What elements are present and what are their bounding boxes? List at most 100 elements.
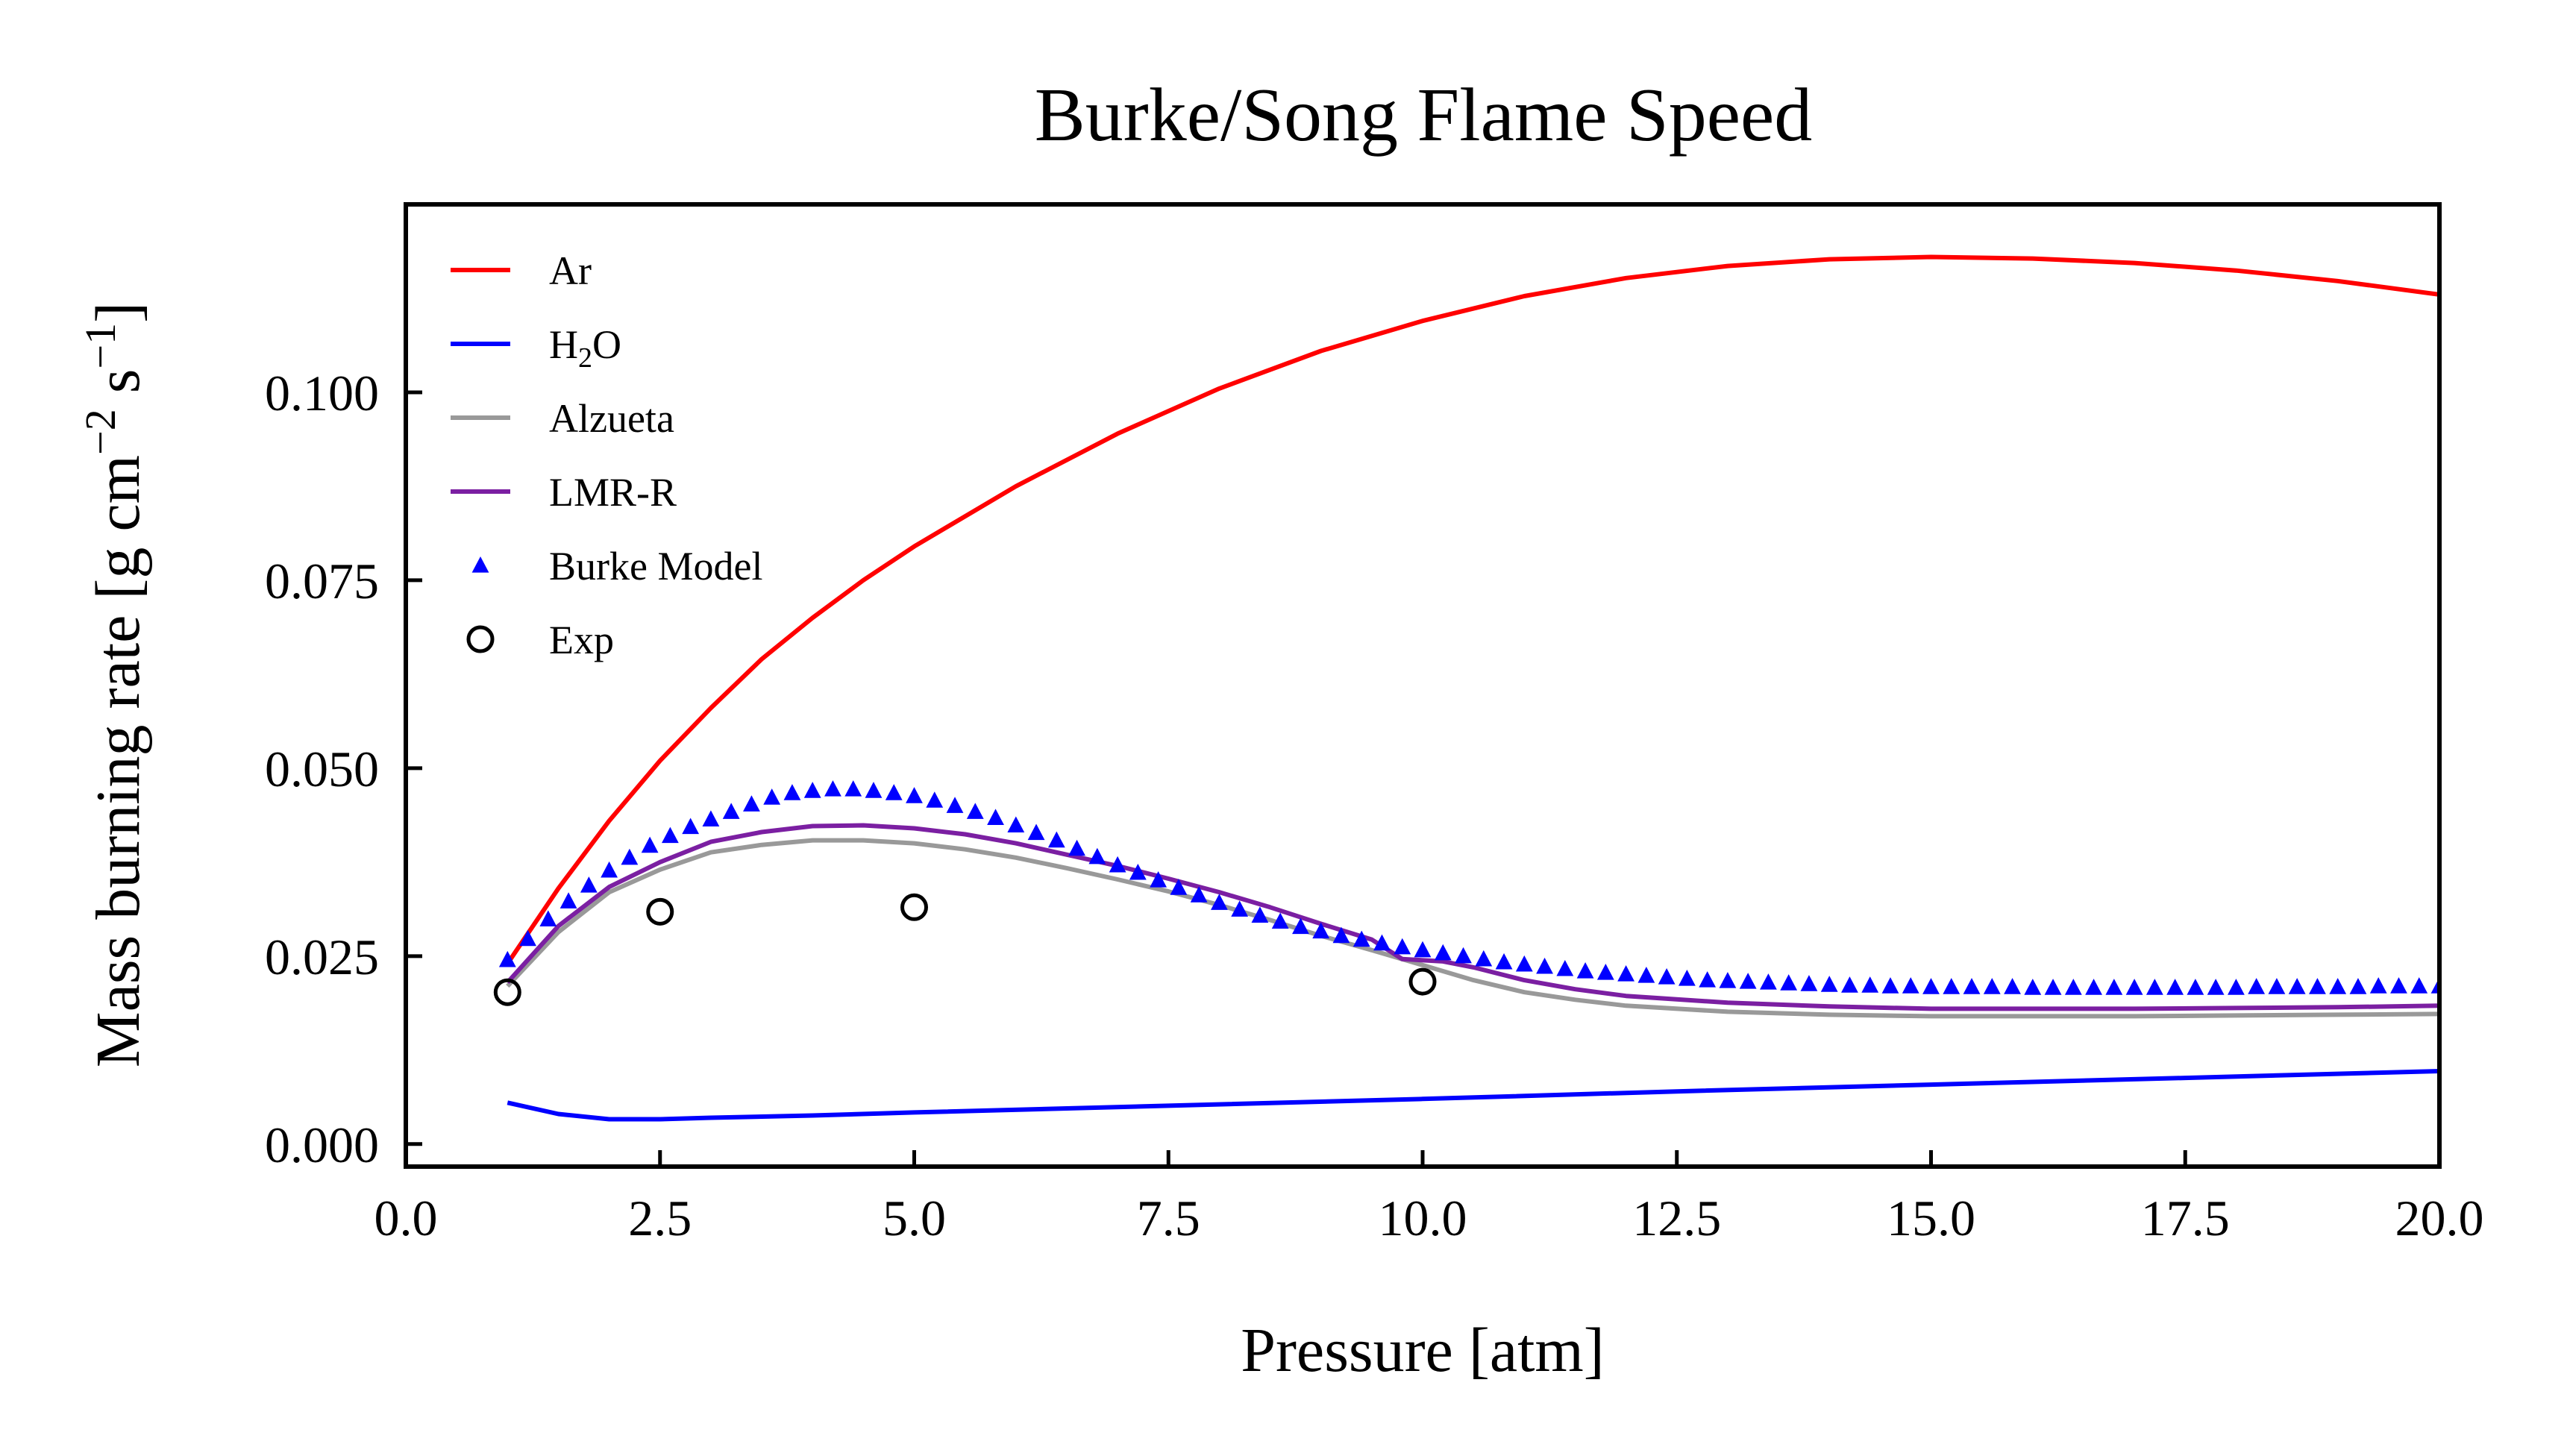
series-line-lmr-r: [506, 823, 2439, 1011]
burke-model-point: [519, 929, 536, 947]
x-tick-label: 15.0: [1887, 1190, 1975, 1246]
legend-label-ar: Ar: [549, 248, 592, 293]
chart-title: Burke/Song Flame Speed: [1035, 73, 1813, 157]
burke-model-point: [1271, 912, 1289, 929]
burke-model-point: [824, 780, 841, 797]
burke-model-point: [2329, 978, 2347, 994]
burke-model-point: [661, 826, 679, 844]
burke-model-point: [926, 791, 944, 808]
y-axis-label-prefix: Mass burning rate [g cm: [84, 455, 153, 1067]
burke-model-point: [1800, 975, 1818, 991]
burke-model-point: [1027, 823, 1045, 841]
burke-model-point: [865, 782, 883, 798]
burke-model-point: [2369, 977, 2387, 994]
burke-model-point: [966, 803, 984, 819]
series-layer: [493, 254, 2439, 1122]
burke-model-point: [1739, 973, 1757, 989]
burke-model-point: [560, 892, 577, 909]
burke-model-point: [1231, 900, 1249, 917]
x-tick-label: 7.5: [1137, 1190, 1200, 1246]
exp-point: [1408, 967, 1437, 996]
burke-model-point: [601, 861, 618, 878]
burke-model-point: [641, 836, 659, 853]
burke-model-point: [1129, 863, 1147, 880]
y-axis-label-exponent-2: −1: [76, 323, 125, 369]
x-tick-label: 17.5: [2141, 1190, 2230, 1246]
burke-model-point: [1678, 970, 1696, 986]
burke-model-point: [1353, 930, 1370, 947]
y-axis-label-suffix: ]: [84, 302, 153, 323]
burke-model-point: [2410, 977, 2428, 994]
y-tick-label: 0.000: [265, 1117, 379, 1173]
burke-model-point: [1515, 955, 1533, 972]
burke-model-point: [2044, 979, 2062, 995]
burke-model-point: [2146, 979, 2163, 995]
burke-model-point: [1780, 974, 1798, 991]
burke-model-point: [1170, 879, 1188, 895]
burke-model-point: [1047, 831, 1065, 848]
burke-model-point: [1312, 922, 1330, 939]
x-tick-label: 20.0: [2395, 1190, 2484, 1246]
burke-model-point: [2187, 979, 2204, 995]
plot-area: [404, 202, 2442, 1169]
legend-label-h2o: H2O: [549, 322, 621, 374]
burke-model-point: [2248, 978, 2266, 994]
burke-model-point: [1963, 978, 1981, 994]
x-tick-label: 2.5: [628, 1190, 692, 1246]
legend-label-lmr-r: LMR-R: [549, 470, 677, 515]
burke-model-point: [2004, 978, 2021, 994]
burke-model-point: [722, 803, 740, 819]
burke-model-point: [1434, 944, 1452, 961]
burke-model-point: [885, 784, 903, 800]
x-axis-label: Pressure [atm]: [1241, 1316, 1605, 1385]
burke-model-point: [1861, 976, 1879, 993]
series-line-h2o: [507, 1069, 2439, 1122]
burke-model-point: [2085, 979, 2102, 995]
exp-point: [493, 978, 521, 1006]
burke-model-point: [580, 876, 598, 893]
burke-model-point: [1373, 934, 1391, 951]
y-tick-label: 0.075: [265, 553, 379, 609]
burke-model-point: [2207, 979, 2225, 995]
burke-model-point: [1068, 839, 1085, 856]
burke-model-point: [1760, 973, 1777, 990]
burke-model-point: [1596, 963, 1614, 980]
y-axis-label-exponent-1: −2: [76, 409, 125, 455]
series-line-alzueta: [506, 838, 2439, 1019]
y-tick-label: 0.050: [265, 741, 379, 797]
burke-model-point: [1251, 906, 1269, 923]
burke-model-point: [1332, 926, 1350, 944]
burke-model-point: [844, 780, 862, 797]
legend-label-exp: Exp: [549, 618, 614, 662]
x-tick-label: 0.0: [374, 1190, 438, 1246]
burke-model-point: [498, 950, 516, 967]
burke-model-point: [803, 782, 821, 798]
x-tick-label: 12.5: [1632, 1190, 1721, 1246]
burke-model-point: [743, 795, 760, 812]
burke-model-point: [1150, 871, 1167, 888]
burke-model-point: [2024, 979, 2042, 995]
burke-model-point: [2105, 979, 2123, 995]
burke-model-point: [906, 787, 923, 803]
burke-model-point: [763, 788, 781, 805]
burke-model-point: [2309, 978, 2326, 994]
burke-model-point: [1943, 978, 1960, 994]
burke-model-point: [1190, 886, 1208, 903]
burke-model-point: [1211, 894, 1228, 910]
burke-model-point: [1455, 947, 1472, 964]
burke-model-point: [2288, 978, 2306, 994]
burke-model-point: [2390, 977, 2407, 994]
burke-model-point: [682, 818, 700, 835]
exp-point: [900, 893, 928, 921]
burke-model-point: [2349, 978, 2367, 994]
x-axis-ticks: 0.0 2.5 5.0 7.5 10.0 12.5 15.0 17.5 20.0: [374, 1150, 2484, 1246]
y-axis-label: Mass burning rate [g cm−2 s−1]: [76, 302, 153, 1067]
burke-model-point: [2228, 979, 2245, 995]
x-tick-label: 10.0: [1379, 1190, 1467, 1246]
burke-model-point: [1820, 976, 1838, 992]
burke-model-point: [987, 809, 1004, 825]
burke-model-point: [1475, 950, 1493, 967]
burke-model-point: [1495, 953, 1513, 970]
burke-model-point: [1536, 957, 1553, 974]
